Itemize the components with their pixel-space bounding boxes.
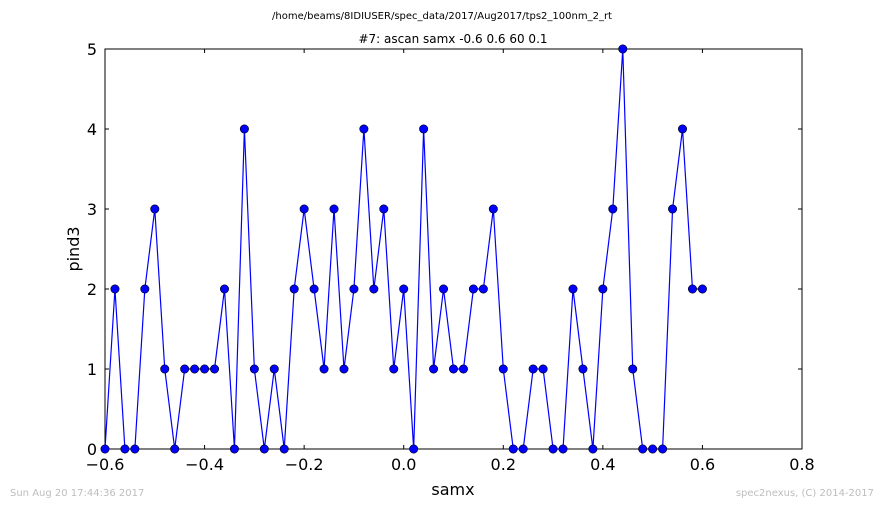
data-point bbox=[439, 284, 449, 294]
data-point bbox=[458, 364, 468, 374]
y-tick-label: 4 bbox=[87, 120, 97, 139]
plot-area bbox=[104, 48, 803, 450]
data-point bbox=[548, 444, 558, 454]
data-point bbox=[229, 444, 239, 454]
data-point bbox=[110, 284, 120, 294]
data-point bbox=[200, 364, 210, 374]
y-axis-label: pind3 bbox=[64, 226, 83, 271]
data-point bbox=[379, 204, 389, 214]
y-axis: 0 1 2 3 4 5 bbox=[87, 40, 802, 459]
data-point bbox=[279, 444, 289, 454]
x-axis-label: samx bbox=[431, 480, 474, 499]
series-markers bbox=[100, 44, 707, 454]
data-point bbox=[180, 364, 190, 374]
data-point bbox=[120, 444, 130, 454]
data-point bbox=[558, 444, 568, 454]
data-point bbox=[638, 444, 648, 454]
x-tick-label: −0.2 bbox=[285, 455, 324, 474]
data-point bbox=[658, 444, 668, 454]
data-point bbox=[399, 284, 409, 294]
chart-title: #7: ascan samx -0.6 0.6 60 0.1 bbox=[358, 32, 547, 46]
data-point bbox=[687, 284, 697, 294]
data-point bbox=[468, 284, 478, 294]
data-point bbox=[697, 284, 707, 294]
y-tick-label: 0 bbox=[87, 440, 97, 459]
data-point bbox=[289, 284, 299, 294]
figure-suptitle: /home/beams/8IDIUSER/spec_data/2017/Aug2… bbox=[272, 11, 612, 22]
data-point bbox=[588, 444, 598, 454]
data-point bbox=[518, 444, 528, 454]
x-tick-label: −0.4 bbox=[185, 455, 224, 474]
data-point bbox=[249, 364, 259, 374]
data-point bbox=[668, 204, 678, 214]
data-point bbox=[389, 364, 399, 374]
data-point bbox=[259, 444, 269, 454]
y-tick-label: 5 bbox=[87, 40, 97, 59]
y-tick-label: 2 bbox=[87, 280, 97, 299]
data-point bbox=[269, 364, 279, 374]
data-point bbox=[339, 364, 349, 374]
data-point bbox=[210, 364, 220, 374]
data-point bbox=[538, 364, 548, 374]
data-point bbox=[528, 364, 538, 374]
data-point bbox=[618, 44, 628, 54]
x-tick-label: 0.8 bbox=[789, 455, 814, 474]
credit: spec2nexus, (C) 2014-2017 bbox=[735, 488, 874, 499]
x-tick-label: −0.6 bbox=[86, 455, 125, 474]
y-tick-label: 3 bbox=[87, 200, 97, 219]
data-point bbox=[429, 364, 439, 374]
x-tick-label: 0.0 bbox=[391, 455, 416, 474]
data-point bbox=[130, 444, 140, 454]
x-tick-label: 0.4 bbox=[590, 455, 615, 474]
data-point bbox=[219, 284, 229, 294]
data-point bbox=[170, 444, 180, 454]
data-point bbox=[578, 364, 588, 374]
data-point bbox=[598, 284, 608, 294]
data-point bbox=[150, 204, 160, 214]
data-point bbox=[478, 284, 488, 294]
data-point bbox=[160, 364, 170, 374]
data-point bbox=[299, 204, 309, 214]
data-point bbox=[498, 364, 508, 374]
data-point bbox=[359, 124, 369, 134]
data-point bbox=[309, 284, 319, 294]
y-tick-label: 1 bbox=[87, 360, 97, 379]
data-point bbox=[349, 284, 359, 294]
x-axis: −0.6 −0.4 −0.2 0.0 0.2 0.4 0.6 0.8 bbox=[86, 49, 815, 474]
data-point bbox=[448, 364, 458, 374]
data-point bbox=[140, 284, 150, 294]
data-point bbox=[100, 444, 110, 454]
timestamp: Sun Aug 20 17:44:36 2017 bbox=[10, 488, 145, 499]
data-point bbox=[190, 364, 200, 374]
data-point bbox=[628, 364, 638, 374]
data-point bbox=[329, 204, 339, 214]
data-point bbox=[239, 124, 249, 134]
x-tick-label: 0.2 bbox=[491, 455, 516, 474]
x-tick-label: 0.6 bbox=[690, 455, 715, 474]
data-point bbox=[488, 204, 498, 214]
data-point bbox=[608, 204, 618, 214]
data-point bbox=[678, 124, 688, 134]
data-point bbox=[419, 124, 429, 134]
data-point bbox=[508, 444, 518, 454]
data-point bbox=[648, 444, 658, 454]
data-point bbox=[568, 284, 578, 294]
data-point bbox=[409, 444, 419, 454]
data-point bbox=[319, 364, 329, 374]
data-point bbox=[369, 284, 379, 294]
